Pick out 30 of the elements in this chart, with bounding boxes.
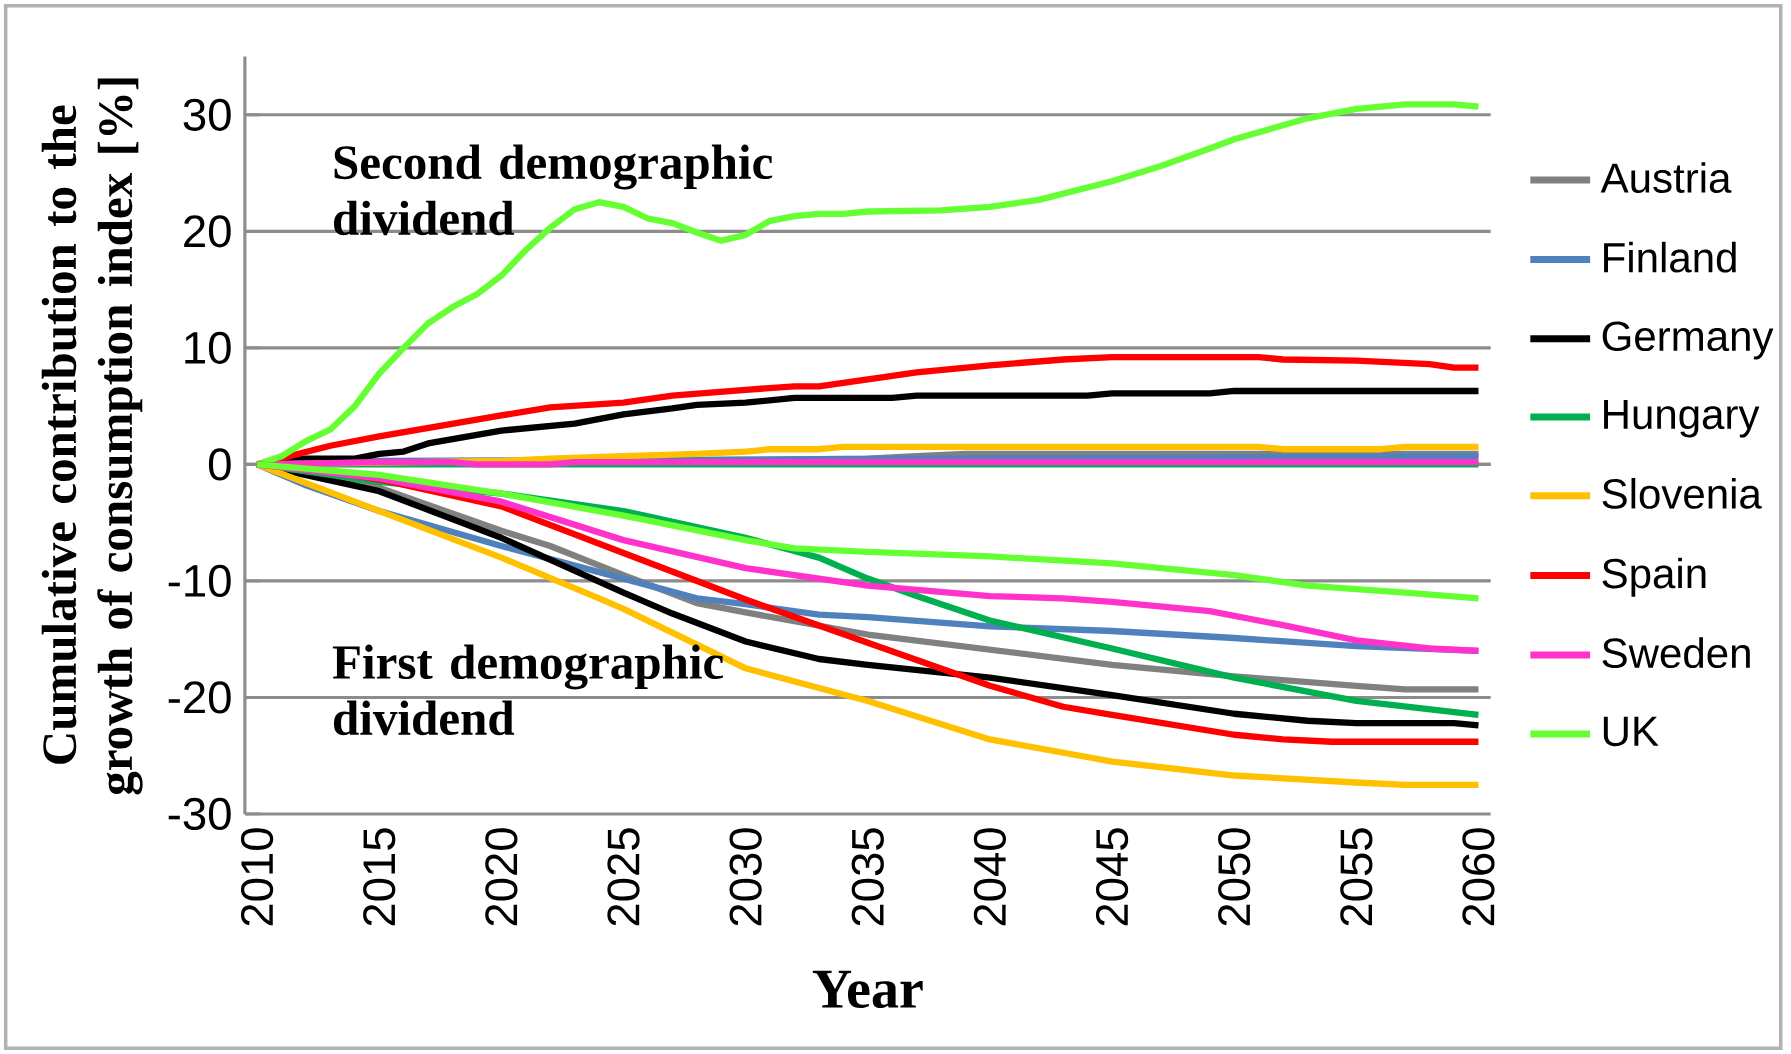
legend-label: Germany — [1602, 321, 1774, 360]
x-tick-label: 2050 — [1218, 828, 1251, 926]
y-tick-label: -10 — [168, 564, 231, 598]
annotation: First demographic dividend — [332, 644, 724, 736]
x-tick-label: 2035 — [851, 828, 884, 926]
x-tick-label: 2040 — [973, 828, 1007, 926]
y-tick-label: 30 — [183, 98, 231, 131]
x-tick-label: 2010 — [240, 828, 274, 926]
legend-label: Sweden — [1602, 637, 1750, 669]
annotation: Second demographic dividend — [333, 144, 773, 236]
x-tick-label: 2025 — [607, 828, 640, 926]
legend-label: Slovenia — [1602, 478, 1762, 509]
x-tick-label: 2060 — [1462, 828, 1495, 926]
y-tick-label: -20 — [168, 681, 231, 714]
y-axis-title: Cumulative contribution to the growth of consumption index [%] — [41, 78, 143, 795]
x-tick-label: 2015 — [363, 828, 396, 926]
y-tick-label: -30 — [168, 797, 231, 831]
legend-label: Finland — [1604, 241, 1736, 273]
x-axis-title: Year — [812, 970, 923, 1009]
y-tick-label: 10 — [185, 331, 231, 365]
legend-label: UK — [1603, 716, 1659, 747]
y-tick-label: 0 — [208, 448, 231, 481]
legend-label: Austria — [1600, 162, 1732, 194]
x-tick-label: 2045 — [1095, 828, 1129, 926]
x-tick-label: 2020 — [485, 828, 518, 926]
y-tick-label: 20 — [184, 215, 231, 248]
legend-label: Spain — [1602, 557, 1706, 597]
x-tick-label: 2030 — [729, 828, 762, 926]
x-tick-label: 2055 — [1340, 828, 1373, 926]
legend-label: Hungary — [1604, 399, 1760, 438]
